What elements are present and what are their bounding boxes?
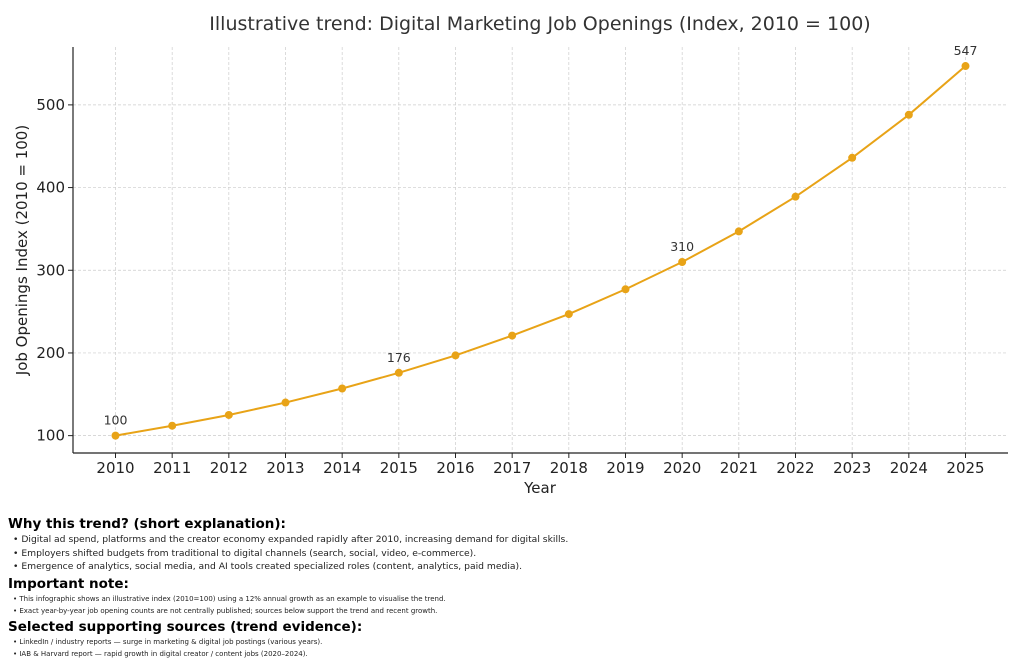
y-tick-label: 500 [36, 96, 65, 114]
why-bullet: • Employers shifted budgets from traditi… [13, 547, 477, 559]
data-point [678, 257, 687, 266]
notes-panel: Why this trend? (short explanation): • D… [8, 516, 568, 662]
sources-heading: Selected supporting sources (trend evide… [8, 618, 363, 635]
data-point [734, 227, 743, 236]
note-bullet: • This infographic shows an illustrative… [13, 594, 446, 603]
data-label: 100 [104, 413, 128, 428]
x-tick-label: 2016 [436, 459, 474, 477]
x-axis-label: Year [523, 479, 557, 497]
data-point [564, 310, 573, 319]
line-chart: Illustrative trend: Digital Marketing Jo… [13, 13, 1008, 497]
x-tick-label: 2014 [323, 459, 361, 477]
data-point [961, 62, 970, 71]
data-point [848, 153, 857, 162]
data-point [451, 351, 460, 360]
why-heading: Why this trend? (short explanation): [8, 516, 286, 532]
x-tick-label: 2010 [96, 459, 134, 477]
why-bullet: • Emergence of analytics, social media, … [13, 561, 523, 572]
x-tick-label: 2015 [380, 459, 418, 477]
x-tick-label: 2017 [493, 459, 531, 477]
series-line [115, 65, 967, 437]
data-point [338, 384, 347, 393]
source-bullet: • LinkedIn / industry reports — surge in… [13, 637, 323, 646]
data-point [224, 410, 233, 419]
x-tick-label: 2013 [266, 459, 304, 477]
x-tick-label: 2012 [210, 459, 248, 477]
data-point [904, 110, 913, 119]
data-point [508, 331, 517, 340]
data-label: 310 [670, 239, 694, 254]
y-axis-label: Job Openings Index (2010 = 100) [13, 125, 31, 376]
x-tick-label: 2021 [720, 459, 758, 477]
y-tick-label: 100 [36, 427, 65, 445]
data-point [791, 192, 800, 201]
data-point [281, 398, 290, 407]
note-bullet: • Exact year-by-year job opening counts … [13, 606, 438, 615]
x-tick-label: 2023 [833, 459, 871, 477]
data-point [168, 421, 177, 430]
y-tick-label: 300 [36, 261, 65, 279]
data-label: 547 [954, 43, 978, 58]
x-tick-label: 2019 [606, 459, 644, 477]
data-point [621, 285, 630, 294]
x-tick-label: 2018 [550, 459, 588, 477]
y-tick-label: 200 [36, 344, 65, 362]
why-bullet: • Digital ad spend, platforms and the cr… [13, 534, 569, 545]
y-tick-label: 400 [36, 179, 65, 197]
data-label: 176 [387, 350, 411, 365]
x-tick-label: 2022 [776, 459, 814, 477]
data-point [394, 368, 403, 377]
x-tick-label: 2024 [890, 459, 928, 477]
x-tick-label: 2011 [153, 459, 191, 477]
source-bullet: • IAB & Harvard report — rapid growth in… [13, 649, 308, 658]
x-tick-label: 2025 [946, 459, 984, 477]
data-point [111, 431, 120, 440]
plot-frame [73, 47, 1008, 453]
x-tick-label: 2020 [663, 459, 701, 477]
chart-title: Illustrative trend: Digital Marketing Jo… [209, 13, 870, 35]
note-heading: Important note: [8, 575, 129, 592]
